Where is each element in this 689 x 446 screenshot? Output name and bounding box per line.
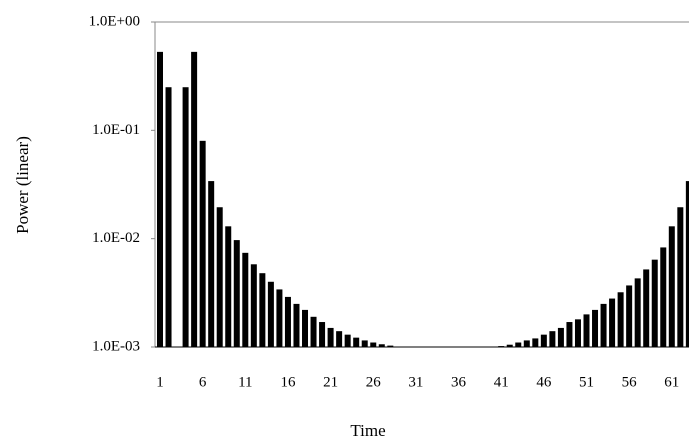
bar (635, 278, 641, 347)
x-tick-label: 16 (280, 374, 296, 390)
bar (345, 335, 351, 347)
x-tick-label: 26 (366, 374, 382, 390)
bar (353, 338, 359, 347)
bar (618, 292, 624, 347)
x-tick-label: 61 (664, 374, 679, 390)
bar (362, 340, 368, 347)
x-tick-label: 36 (451, 374, 467, 390)
bar (609, 299, 615, 347)
bar (515, 343, 521, 347)
x-tick-label: 11 (238, 374, 252, 390)
bar (285, 297, 291, 347)
bar (293, 304, 299, 347)
bar (566, 322, 572, 347)
bar (328, 328, 334, 347)
bar (592, 310, 598, 347)
y-tick-label: 1.0E-03 (92, 338, 140, 354)
bar (660, 247, 666, 347)
x-tick-label: 6 (199, 374, 207, 390)
bar (652, 260, 658, 347)
bar (532, 338, 538, 347)
bar (217, 207, 223, 347)
chart: Time Power (linear) 1.0E-03 1.0E-02 1.0E-0… (0, 0, 689, 446)
x-tick-label: 41 (494, 374, 509, 390)
bar (336, 331, 342, 347)
x-tick-label: 1 (156, 374, 164, 390)
bar (626, 285, 632, 347)
bar (498, 346, 504, 347)
bar (370, 343, 376, 347)
y-axis-label: Power (linear) (13, 136, 32, 234)
x-axis-label: Time (350, 421, 385, 440)
bar (601, 304, 607, 347)
bar (166, 87, 172, 347)
bar (558, 328, 564, 347)
bar (191, 52, 197, 347)
x-tick-label: 21 (323, 374, 338, 390)
bar (268, 282, 274, 347)
bar (311, 317, 317, 347)
bar (259, 273, 265, 347)
bar (234, 240, 240, 347)
bar (251, 264, 257, 347)
bar (387, 346, 393, 347)
bar (524, 340, 530, 347)
bar (200, 141, 206, 347)
bar (584, 314, 590, 347)
bar (208, 181, 214, 347)
bar (157, 52, 163, 347)
bar (242, 253, 248, 347)
bar (643, 269, 649, 347)
x-tick-label: 56 (622, 374, 638, 390)
bar (677, 207, 683, 347)
bar (379, 344, 385, 347)
bar (302, 310, 308, 347)
x-tick-label: 46 (536, 374, 552, 390)
x-tick-label: 31 (408, 374, 423, 390)
bar (276, 289, 282, 347)
bar (319, 322, 325, 347)
bar (575, 319, 581, 347)
x-tick-label: 51 (579, 374, 594, 390)
bar (549, 331, 555, 347)
bar (541, 335, 547, 347)
y-tick-label: 1.0E-02 (92, 230, 140, 246)
bar (507, 345, 513, 347)
bar (225, 226, 231, 347)
y-tick-label: 1.0E+00 (89, 13, 140, 29)
bar (669, 226, 675, 347)
bar (183, 87, 189, 347)
y-tick-label: 1.0E-01 (92, 122, 140, 138)
